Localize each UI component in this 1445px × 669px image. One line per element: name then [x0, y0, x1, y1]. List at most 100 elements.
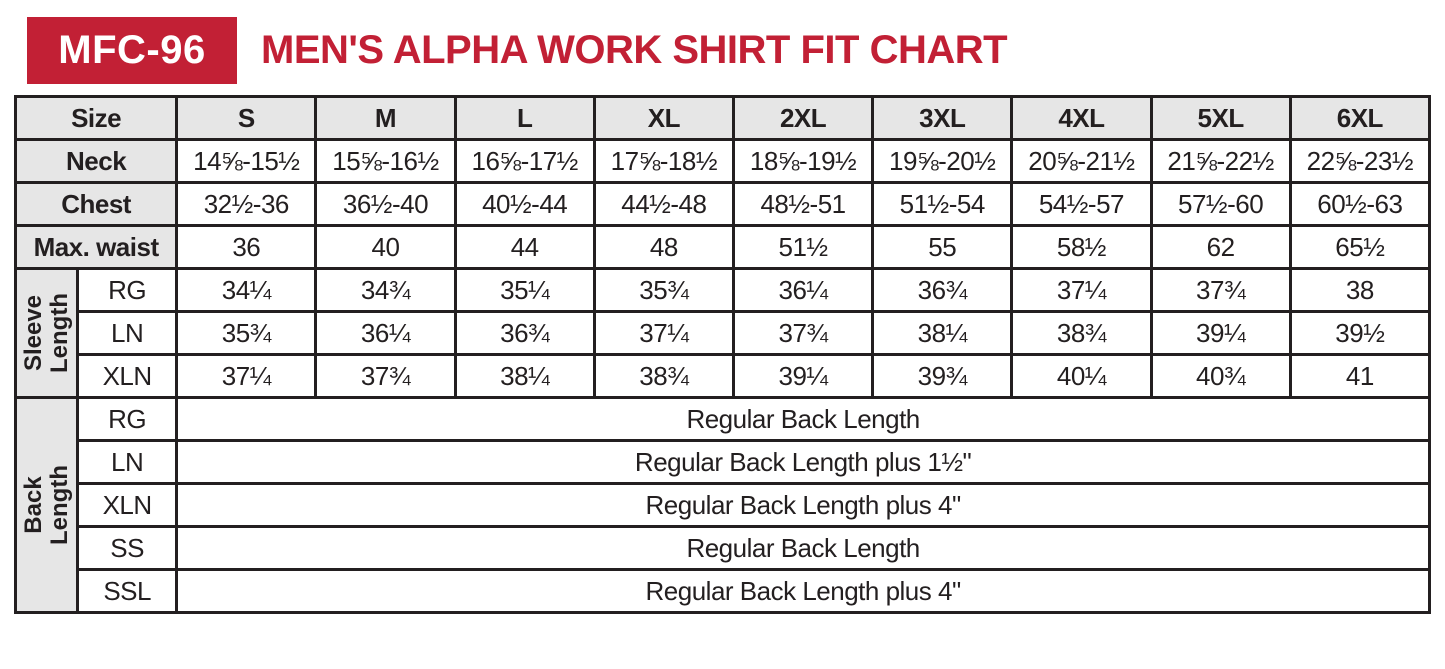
size-row-label: Size — [13, 95, 179, 141]
sleeve-length-rg-row: Sleeve Length RG 34¼ 34¾ 35¼ 35¾ 36¼ 36¾ 37¼ 37¾ 3… — [13, 267, 1432, 399]
neck-value-4xl: 20⅝-21½ — [1010, 138, 1153, 184]
back-length-vertical-label: Back Length — [19, 465, 73, 545]
sleeve-ln-value-s: 35¾ — [175, 310, 318, 356]
back-length-xln-row: XLN Regular Back Length plus 4" — [16, 482, 1431, 528]
size-col-header-5xl: 5XL — [1149, 95, 1292, 141]
back-ss-label: SS — [76, 525, 179, 571]
back-length-section-cell: Back Length — [13, 396, 80, 614]
sleeve-length-vertical-label: Sleeve Length — [19, 293, 73, 373]
sleeve-rg-value-xl: 35¾ — [592, 267, 735, 313]
size-col-header-m: M — [314, 95, 457, 141]
max-waist-row-label: Max. waist — [13, 224, 179, 270]
neck-value-xl: 17⅝-18½ — [592, 138, 735, 184]
back-xln-label: XLN — [76, 482, 179, 528]
fit-chart-table-body: Size S M L XL 2XL 3XL 4XL 5XL 6XL Neck 14⅝-15½ 15⅝-1… — [13, 95, 1432, 614]
chest-value-4xl: 54½-57 — [1010, 181, 1153, 227]
size-col-header-4xl: 4XL — [1010, 95, 1153, 141]
sleeve-xln-value-m: 37¾ — [314, 353, 457, 399]
sleeve-rg-value-l: 35¼ — [453, 267, 596, 313]
back-xln-value: Regular Back Length plus 4" — [175, 482, 1431, 528]
chest-value-3xl: 51½-54 — [871, 181, 1014, 227]
neck-row: Neck 14⅝-15½ 15⅝-16½ 16⅝-17½ 17⅝-18½ 18⅝-19½ 1… — [13, 138, 1432, 184]
max-waist-value-6xl: 65½ — [1288, 224, 1432, 270]
back-ssl-value: Regular Back Length plus 4" — [175, 568, 1431, 614]
page-title: MEN'S ALPHA WORK SHIRT FIT CHART — [261, 28, 1008, 72]
back-length-ssl-row: SSL Regular Back Length plus 4" — [16, 568, 1431, 614]
sleeve-ln-value-xl: 37¼ — [592, 310, 735, 356]
back-length-ss-row: SS Regular Back Length — [16, 525, 1431, 571]
size-col-header-2xl: 2XL — [731, 95, 875, 141]
max-waist-value-2xl: 51½ — [731, 224, 875, 270]
chest-value-6xl: 60½-63 — [1288, 181, 1432, 227]
chest-value-5xl: 57½-60 — [1149, 181, 1292, 227]
size-col-header-3xl: 3XL — [871, 95, 1014, 141]
max-waist-value-l: 44 — [453, 224, 596, 270]
sleeve-xln-value-3xl: 39¾ — [871, 353, 1014, 399]
max-waist-row: Max. waist 36 40 44 48 51½ 55 58½ 62 65½ — [13, 224, 1432, 270]
size-col-header-xl: XL — [592, 95, 735, 141]
sleeve-ln-value-4xl: 38¾ — [1010, 310, 1153, 356]
neck-value-s: 14⅝-15½ — [175, 138, 318, 184]
neck-row-label: Neck — [13, 138, 179, 184]
back-length-ln-row: LN Regular Back Length plus 1½" — [16, 439, 1431, 485]
sleeve-xln-value-l: 38¼ — [453, 353, 596, 399]
sleeve-length-section-cell: Sleeve Length — [13, 267, 80, 399]
max-waist-value-4xl: 58½ — [1010, 224, 1153, 270]
product-code-label: MFC-96 — [58, 28, 206, 72]
size-col-header-s: S — [175, 95, 318, 141]
sleeve-ln-value-m: 36¼ — [314, 310, 457, 356]
chest-value-s: 32½-36 — [175, 181, 318, 227]
sleeve-ln-value-5xl: 39¼ — [1149, 310, 1292, 356]
neck-value-2xl: 18⅝-19½ — [731, 138, 875, 184]
size-header-row: Size S M L XL 2XL 3XL 4XL 5XL 6XL — [13, 95, 1432, 141]
sleeve-rg-value-4xl: 37¼ — [1010, 267, 1153, 313]
sleeve-xln-value-xl: 38¾ — [592, 353, 735, 399]
sleeve-rg-value-6xl: 38 — [1288, 267, 1432, 313]
sleeve-rg-value-3xl: 36¾ — [871, 267, 1014, 313]
max-waist-value-5xl: 62 — [1149, 224, 1292, 270]
back-rg-value: Regular Back Length — [175, 396, 1431, 442]
back-rg-label: RG — [76, 396, 179, 442]
chest-value-m: 36½-40 — [314, 181, 457, 227]
sleeve-ln-value-6xl: 39½ — [1288, 310, 1432, 356]
back-length-rg-row: Back Length RG Regular Back Length — [13, 396, 1431, 614]
sleeve-rg-value-5xl: 37¾ — [1149, 267, 1292, 313]
sleeve-xln-value-6xl: 41 — [1288, 353, 1432, 399]
back-ss-value: Regular Back Length — [175, 525, 1431, 571]
max-waist-value-xl: 48 — [592, 224, 735, 270]
sleeve-xln-value-s: 37¼ — [175, 353, 318, 399]
back-ln-label: LN — [76, 439, 179, 485]
size-col-header-l: L — [453, 95, 596, 141]
sleeve-ln-value-2xl: 37¾ — [731, 310, 875, 356]
size-col-header-6xl: 6XL — [1288, 95, 1432, 141]
max-waist-value-m: 40 — [314, 224, 457, 270]
sleeve-xln-label: XLN — [76, 353, 179, 399]
chest-value-xl: 44½-48 — [592, 181, 735, 227]
max-waist-value-3xl: 55 — [871, 224, 1014, 270]
fit-chart-table: Size S M L XL 2XL 3XL 4XL 5XL 6XL Neck 14⅝-15½ 15⅝-1… — [13, 95, 1432, 614]
sleeve-rg-label: RG — [76, 267, 179, 313]
sleeve-rg-value-m: 34¾ — [314, 267, 457, 313]
product-code-badge: MFC-96 — [27, 17, 237, 84]
back-ssl-label: SSL — [76, 568, 179, 614]
neck-value-3xl: 19⅝-20½ — [871, 138, 1014, 184]
neck-value-6xl: 22⅝-23½ — [1288, 138, 1432, 184]
max-waist-value-s: 36 — [175, 224, 318, 270]
sleeve-length-xln-row: XLN 37¼ 37¾ 38¼ 38¾ 39¼ 39¾ 40¼ 40¾ 41 — [16, 353, 1432, 399]
back-ln-value: Regular Back Length plus 1½" — [175, 439, 1431, 485]
header: MFC-96 MEN'S ALPHA WORK SHIRT FIT CHART — [0, 0, 1445, 88]
neck-value-l: 16⅝-17½ — [453, 138, 596, 184]
sleeve-ln-value-l: 36¾ — [453, 310, 596, 356]
sleeve-rg-value-s: 34¼ — [175, 267, 318, 313]
sleeve-ln-label: LN — [76, 310, 179, 356]
sleeve-length-ln-row: LN 35¾ 36¼ 36¾ 37¼ 37¾ 38¼ 38¾ 39¼ 39½ — [16, 310, 1432, 356]
sleeve-xln-value-4xl: 40¼ — [1010, 353, 1153, 399]
sleeve-xln-value-5xl: 40¾ — [1149, 353, 1292, 399]
neck-value-5xl: 21⅝-22½ — [1149, 138, 1292, 184]
chest-value-l: 40½-44 — [453, 181, 596, 227]
chest-row-label: Chest — [13, 181, 179, 227]
sleeve-xln-value-2xl: 39¼ — [731, 353, 875, 399]
neck-value-m: 15⅝-16½ — [314, 138, 457, 184]
chest-row: Chest 32½-36 36½-40 40½-44 44½-48 48½-51 51½-5… — [13, 181, 1432, 227]
